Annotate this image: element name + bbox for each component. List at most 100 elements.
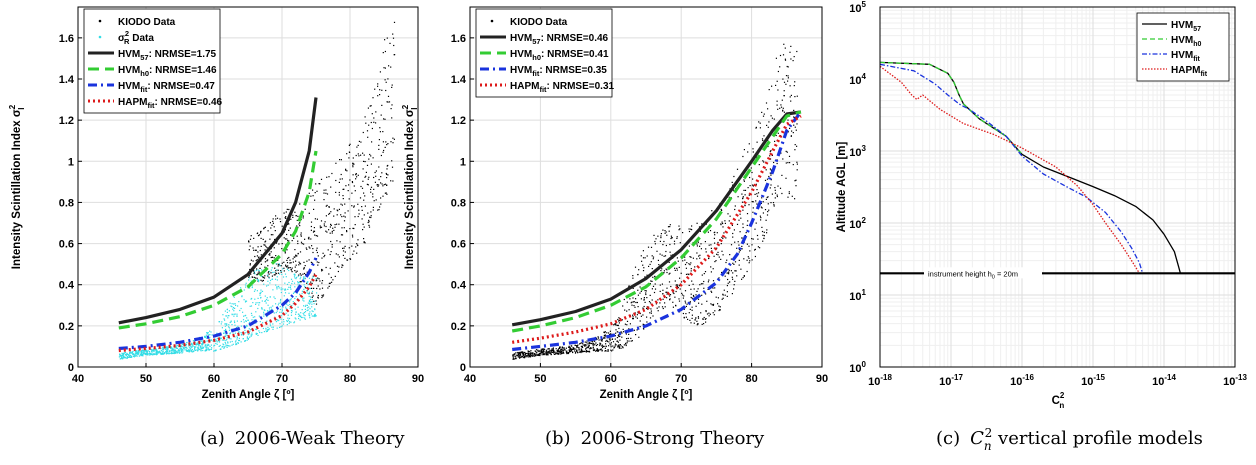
data-point (289, 299, 291, 301)
data-point (732, 262, 734, 264)
data-point (201, 340, 203, 342)
data-point (737, 196, 739, 198)
data-point (190, 344, 192, 346)
data-point (235, 304, 237, 306)
data-point (733, 229, 735, 231)
data-point (331, 281, 333, 283)
data-point (226, 315, 228, 317)
data-point (669, 272, 671, 274)
data-point (316, 279, 318, 281)
data-point (752, 211, 754, 213)
data-point (258, 281, 260, 283)
data-point (282, 276, 285, 278)
data-point (524, 351, 526, 354)
data-point (621, 332, 623, 334)
data-point (364, 161, 366, 163)
data-point (754, 248, 756, 250)
data-point (746, 224, 748, 226)
data-point (240, 307, 242, 310)
data-point (246, 331, 248, 333)
data-point (253, 319, 255, 321)
data-point (776, 80, 778, 82)
data-point (527, 352, 530, 355)
data-point (251, 319, 253, 321)
series-line-hapmfit (118, 273, 318, 353)
data-point (777, 185, 779, 187)
data-point (258, 330, 260, 332)
data-point (291, 280, 294, 282)
data-point (790, 58, 792, 60)
data-point (228, 324, 230, 326)
data-point (703, 280, 705, 283)
data-point (637, 311, 639, 313)
data-point (661, 254, 663, 256)
data-point (355, 246, 357, 248)
y-tick-label: 1.4 (59, 74, 75, 86)
data-point (284, 217, 286, 219)
data-point (694, 319, 696, 321)
data-point (300, 274, 302, 276)
data-point (236, 320, 238, 322)
panel-b-lines (511, 110, 803, 352)
data-point (666, 287, 668, 289)
data-point (352, 253, 354, 255)
data-point (261, 332, 263, 334)
data-point (171, 348, 173, 351)
data-point (520, 354, 522, 356)
data-point (289, 303, 291, 306)
data-point (562, 351, 564, 354)
data-point (657, 310, 659, 312)
data-point (391, 160, 393, 162)
data-point (276, 269, 278, 271)
data-point (345, 169, 347, 171)
data-point (286, 283, 289, 285)
data-point (525, 353, 527, 355)
data-point (257, 269, 259, 271)
data-point (794, 149, 796, 151)
data-point (386, 193, 388, 195)
data-point (269, 282, 271, 284)
data-point (284, 292, 287, 294)
data-point (555, 353, 557, 355)
data-point (279, 221, 282, 223)
data-point (738, 248, 740, 250)
data-point (628, 333, 630, 335)
data-point (732, 272, 734, 274)
data-point (621, 336, 623, 338)
data-point (281, 321, 283, 323)
data-point (213, 350, 215, 352)
data-point (783, 111, 785, 113)
data-point (156, 349, 158, 351)
data-point (569, 350, 571, 352)
data-point (300, 232, 302, 234)
data-point (523, 355, 526, 357)
data-point (792, 164, 794, 166)
data-point (781, 174, 783, 176)
data-point (271, 275, 273, 277)
data-point (257, 272, 259, 274)
data-point (141, 355, 143, 357)
data-point (766, 232, 768, 234)
data-point (236, 313, 238, 315)
data-point (743, 179, 745, 181)
data-point (156, 351, 158, 353)
series-line-hvmh0 (118, 150, 318, 330)
data-point (763, 231, 765, 233)
data-point (362, 223, 364, 225)
data-point (577, 346, 579, 348)
data-point (761, 207, 763, 209)
data-point (542, 352, 544, 354)
data-point (557, 349, 559, 351)
data-point (626, 340, 628, 342)
data-point (681, 292, 683, 294)
data-point (264, 261, 266, 263)
data-point (721, 298, 723, 300)
data-point (138, 351, 140, 353)
data-point (756, 203, 758, 205)
data-point (242, 334, 244, 336)
data-point (328, 229, 330, 231)
data-point (384, 79, 386, 81)
data-point (569, 350, 571, 353)
data-point (311, 277, 313, 279)
data-point (630, 337, 632, 339)
